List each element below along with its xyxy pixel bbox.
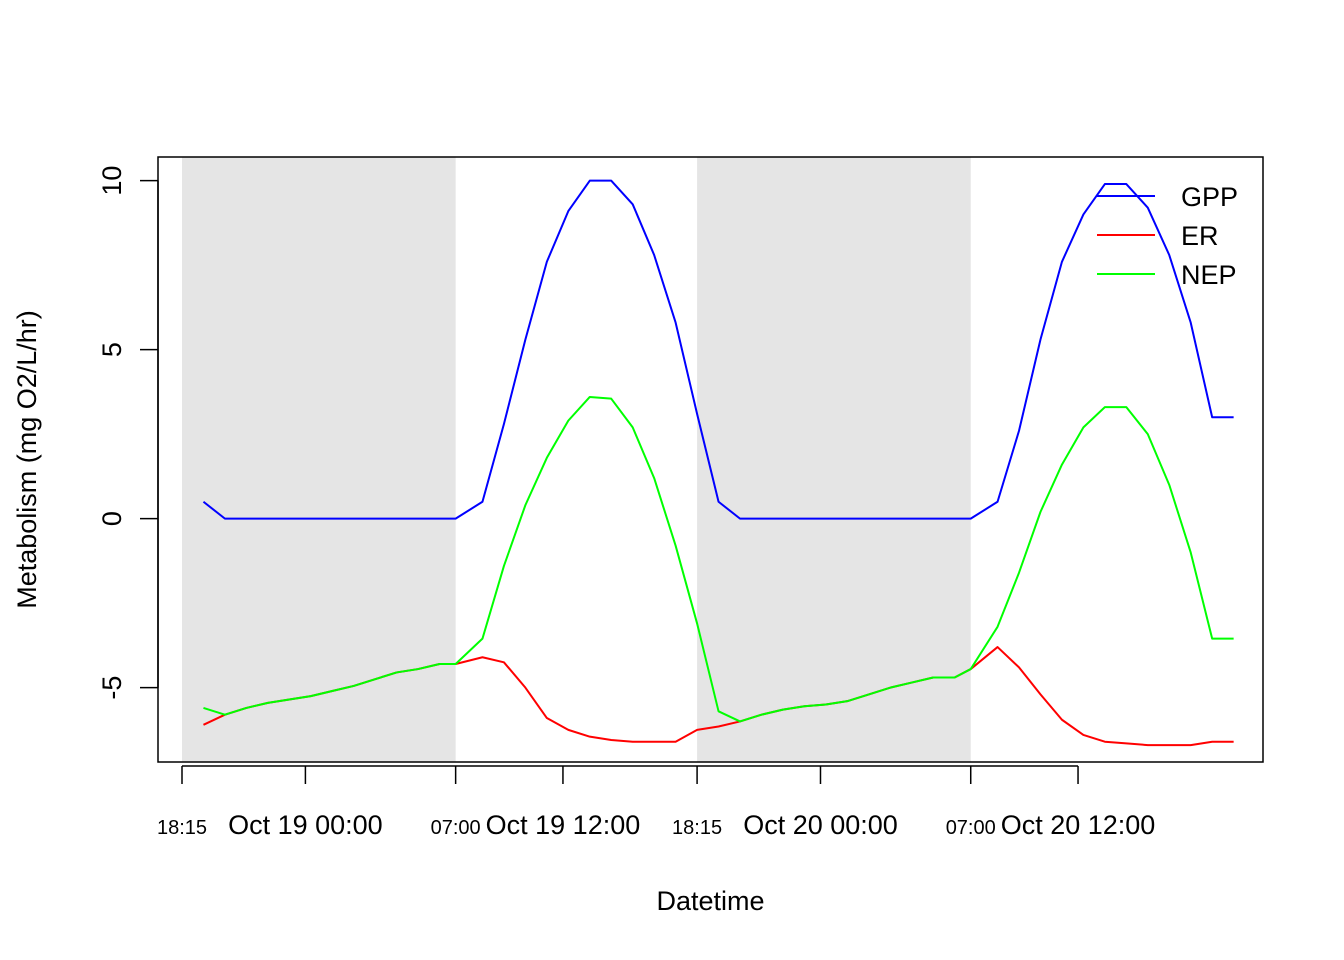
series-line-gpp — [202, 179, 1234, 520]
x-major-tick-label-3: Oct 20 12:00 — [1001, 810, 1156, 840]
x-minor-tick-label-0: 18:15 — [157, 817, 207, 839]
legend-label-gpp: GPP — [1181, 182, 1238, 212]
night-shade-1 — [697, 157, 971, 762]
y-tick-label-2: 5 — [97, 342, 127, 357]
x-major-tick-label-0: Oct 19 00:00 — [228, 810, 383, 840]
x-axis: Oct 19 00:00 Oct 19 12:00 Oct 20 00:00 Oct … — [157, 765, 1156, 840]
y-tick-label-0: -5 — [97, 676, 127, 700]
legend: GPP ER NEP — [1097, 182, 1238, 290]
night-shading-layer — [182, 157, 971, 762]
x-minor-tick-label-2: 18:15 — [672, 817, 722, 839]
legend-label-nep: NEP — [1181, 260, 1237, 290]
series-line-nep — [203, 395, 1234, 723]
x-major-tick-label-1: Oct 19 12:00 — [486, 810, 641, 840]
y-axis: -5 0 5 10 — [97, 166, 159, 700]
y-tick-label-3: 10 — [97, 166, 127, 196]
y-tick-label-1: 0 — [97, 511, 127, 526]
x-axis-title: Datetime — [656, 886, 764, 916]
legend-label-er: ER — [1181, 221, 1219, 251]
x-minor-tick-label-3: 07:00 — [946, 817, 996, 839]
y-axis-title: Metabolism (mg O2/L/hr) — [12, 310, 42, 609]
x-minor-tick-label-1: 07:00 — [431, 817, 481, 839]
x-major-tick-label-2: Oct 20 00:00 — [743, 810, 898, 840]
night-shade-0 — [182, 157, 456, 762]
series-layer — [202, 179, 1234, 747]
